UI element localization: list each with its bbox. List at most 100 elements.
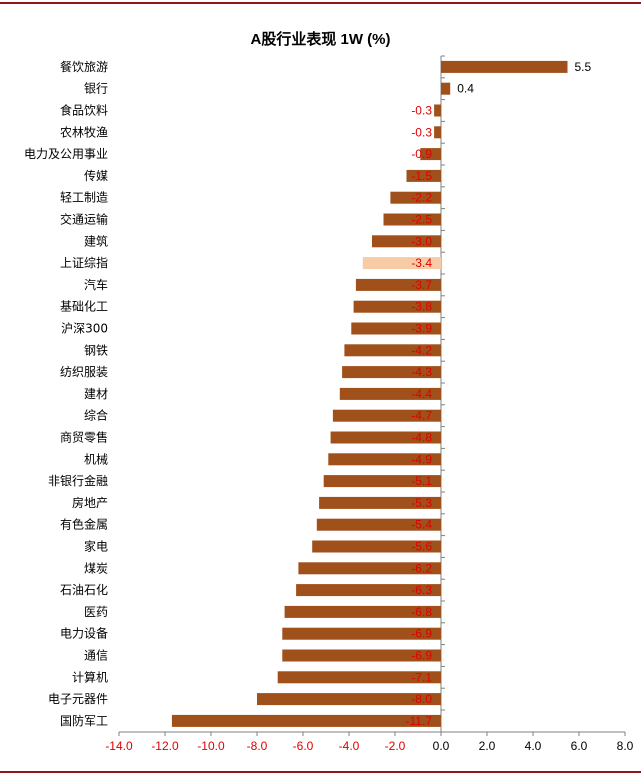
bar: [353, 300, 441, 313]
category-label: 交通运输: [60, 212, 108, 227]
data-label: -6.9: [411, 649, 432, 663]
category-label: 电子元器件: [48, 692, 108, 706]
category-label: 有色金属: [60, 517, 108, 532]
bar: [351, 322, 441, 335]
x-tick-label: -8.0: [247, 739, 268, 753]
data-label: -4.7: [411, 409, 432, 423]
category-label: 非银行金融: [48, 473, 108, 488]
category-label: 食品饮料: [60, 103, 108, 118]
category-label: 综合: [84, 408, 108, 423]
data-label: -0.3: [411, 125, 432, 139]
category-label: 通信: [84, 649, 108, 663]
category-label: 传媒: [84, 168, 108, 183]
data-label: -5.3: [411, 496, 432, 510]
data-label: -6.2: [411, 561, 432, 575]
category-label: 商贸零售: [60, 430, 108, 445]
bar: [420, 148, 441, 161]
category-label: 钢铁: [84, 343, 108, 357]
category-label: 建筑: [84, 233, 108, 248]
data-label: 5.5: [575, 60, 592, 74]
x-tick-label: -6.0: [293, 739, 314, 753]
category-label: 上证综指: [60, 255, 108, 270]
category-label: 农林牧渔: [60, 125, 108, 139]
x-tick-label: -14.0: [105, 739, 133, 753]
data-label: -8.0: [411, 692, 432, 706]
x-tick-label: 8.0: [617, 739, 634, 753]
bar: [284, 605, 441, 618]
category-label: 基础化工: [60, 300, 108, 314]
bar: [332, 409, 441, 422]
category-label: 石油石化: [60, 583, 108, 597]
data-label: -5.6: [411, 540, 432, 554]
bar: [406, 169, 441, 182]
data-label: -4.4: [411, 387, 432, 401]
data-label: -3.7: [411, 278, 432, 292]
bar: [390, 191, 441, 204]
bar: [316, 518, 441, 531]
bar: [355, 278, 441, 291]
data-label: 0.4: [457, 82, 474, 96]
data-label: -4.8: [411, 431, 432, 445]
x-tick-label: 2.0: [479, 739, 496, 753]
data-label: -3.9: [411, 322, 432, 336]
category-label: 汽车: [84, 277, 108, 292]
data-label: -5.4: [411, 518, 432, 532]
bar: [328, 453, 441, 466]
data-label: -2.2: [411, 191, 432, 205]
category-label: 建材: [84, 387, 108, 401]
bar: [282, 627, 441, 640]
bar: [441, 60, 568, 73]
data-label: -6.8: [411, 605, 432, 619]
data-label: -6.9: [411, 627, 432, 641]
data-label: -0.9: [411, 147, 432, 161]
data-label: -5.1: [411, 474, 432, 488]
category-label: 餐饮旅游: [60, 59, 108, 74]
category-label: 沪深300: [61, 322, 108, 336]
bar: [344, 344, 441, 357]
category-label: 房地产: [72, 495, 108, 510]
category-label: 机械: [84, 451, 108, 466]
bar: [282, 649, 441, 662]
x-tick-label: 0.0: [433, 739, 450, 753]
category-label: 银行: [84, 82, 108, 96]
x-tick-label: 6.0: [571, 739, 588, 753]
bottom-rule: [0, 771, 641, 773]
data-label: -3.0: [411, 234, 432, 248]
x-tick-label: -10.0: [197, 739, 225, 753]
data-label: -4.9: [411, 452, 432, 466]
bar: [298, 562, 441, 575]
bar: [319, 496, 441, 509]
data-label: -1.5: [411, 169, 432, 183]
data-label: -11.7: [406, 714, 433, 728]
category-label: 家电: [84, 539, 108, 554]
data-label: -7.1: [411, 670, 432, 684]
data-label: -2.5: [411, 213, 432, 227]
bar: [434, 104, 441, 117]
bar: [171, 714, 441, 727]
chart-title: A股行业表现 1W (%): [250, 31, 391, 48]
x-tick-label: -2.0: [385, 739, 406, 753]
bar: [342, 366, 441, 379]
bar: [257, 693, 441, 706]
category-label: 煤炭: [84, 561, 108, 575]
data-label: -3.8: [411, 300, 432, 314]
bar: [277, 671, 441, 684]
bar: [296, 584, 441, 597]
category-label: 医药: [84, 605, 108, 619]
category-label: 电力设备: [60, 627, 108, 641]
x-tick-label: -4.0: [339, 739, 360, 753]
x-tick-label: -12.0: [151, 739, 179, 753]
top-rule: [0, 2, 641, 4]
bar: [372, 235, 441, 248]
bar: [339, 387, 441, 400]
category-label: 计算机: [72, 669, 108, 684]
category-label: 纺织服装: [60, 365, 108, 379]
data-label: -3.4: [411, 256, 432, 270]
data-label: -0.3: [411, 104, 432, 118]
category-label: 轻工制造: [60, 191, 108, 205]
data-label: -4.2: [411, 343, 432, 357]
data-label: -4.3: [411, 365, 432, 379]
bar: [441, 82, 451, 95]
